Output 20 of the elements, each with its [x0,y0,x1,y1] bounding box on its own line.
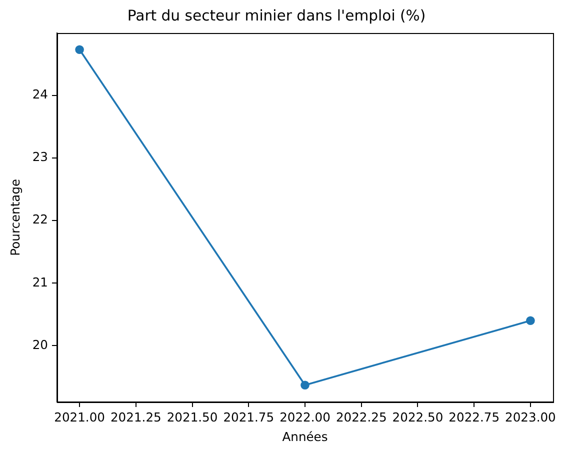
x-axis-title: Années [282,430,328,444]
x-tick-label: 2022.50 [392,410,444,425]
chart-title: Part du secteur minier dans l'emploi (%) [127,8,426,25]
y-axis-title: Pourcentage [8,178,23,256]
point [526,316,535,326]
y-tick-label: 22 [32,212,48,227]
x-tick-label: 2021.00 [54,410,105,425]
x-tick-label: 2021.50 [166,410,218,425]
x-tick-label: 2022.00 [280,410,330,425]
x-tick-label: 2021.75 [223,410,274,425]
y-tick-label: 23 [32,150,48,164]
x-tick-label: 2023.00 [505,410,556,425]
x-tick-label: 2021.25 [110,410,162,425]
point [75,45,84,54]
x-tick-label: 2022.75 [448,410,500,425]
y-tick-label: 21 [32,275,48,290]
y-tick-label: 20 [32,338,48,352]
x-tick-label: 2022.25 [336,410,387,425]
point [300,380,310,390]
y-tick-label: 24 [32,88,48,102]
